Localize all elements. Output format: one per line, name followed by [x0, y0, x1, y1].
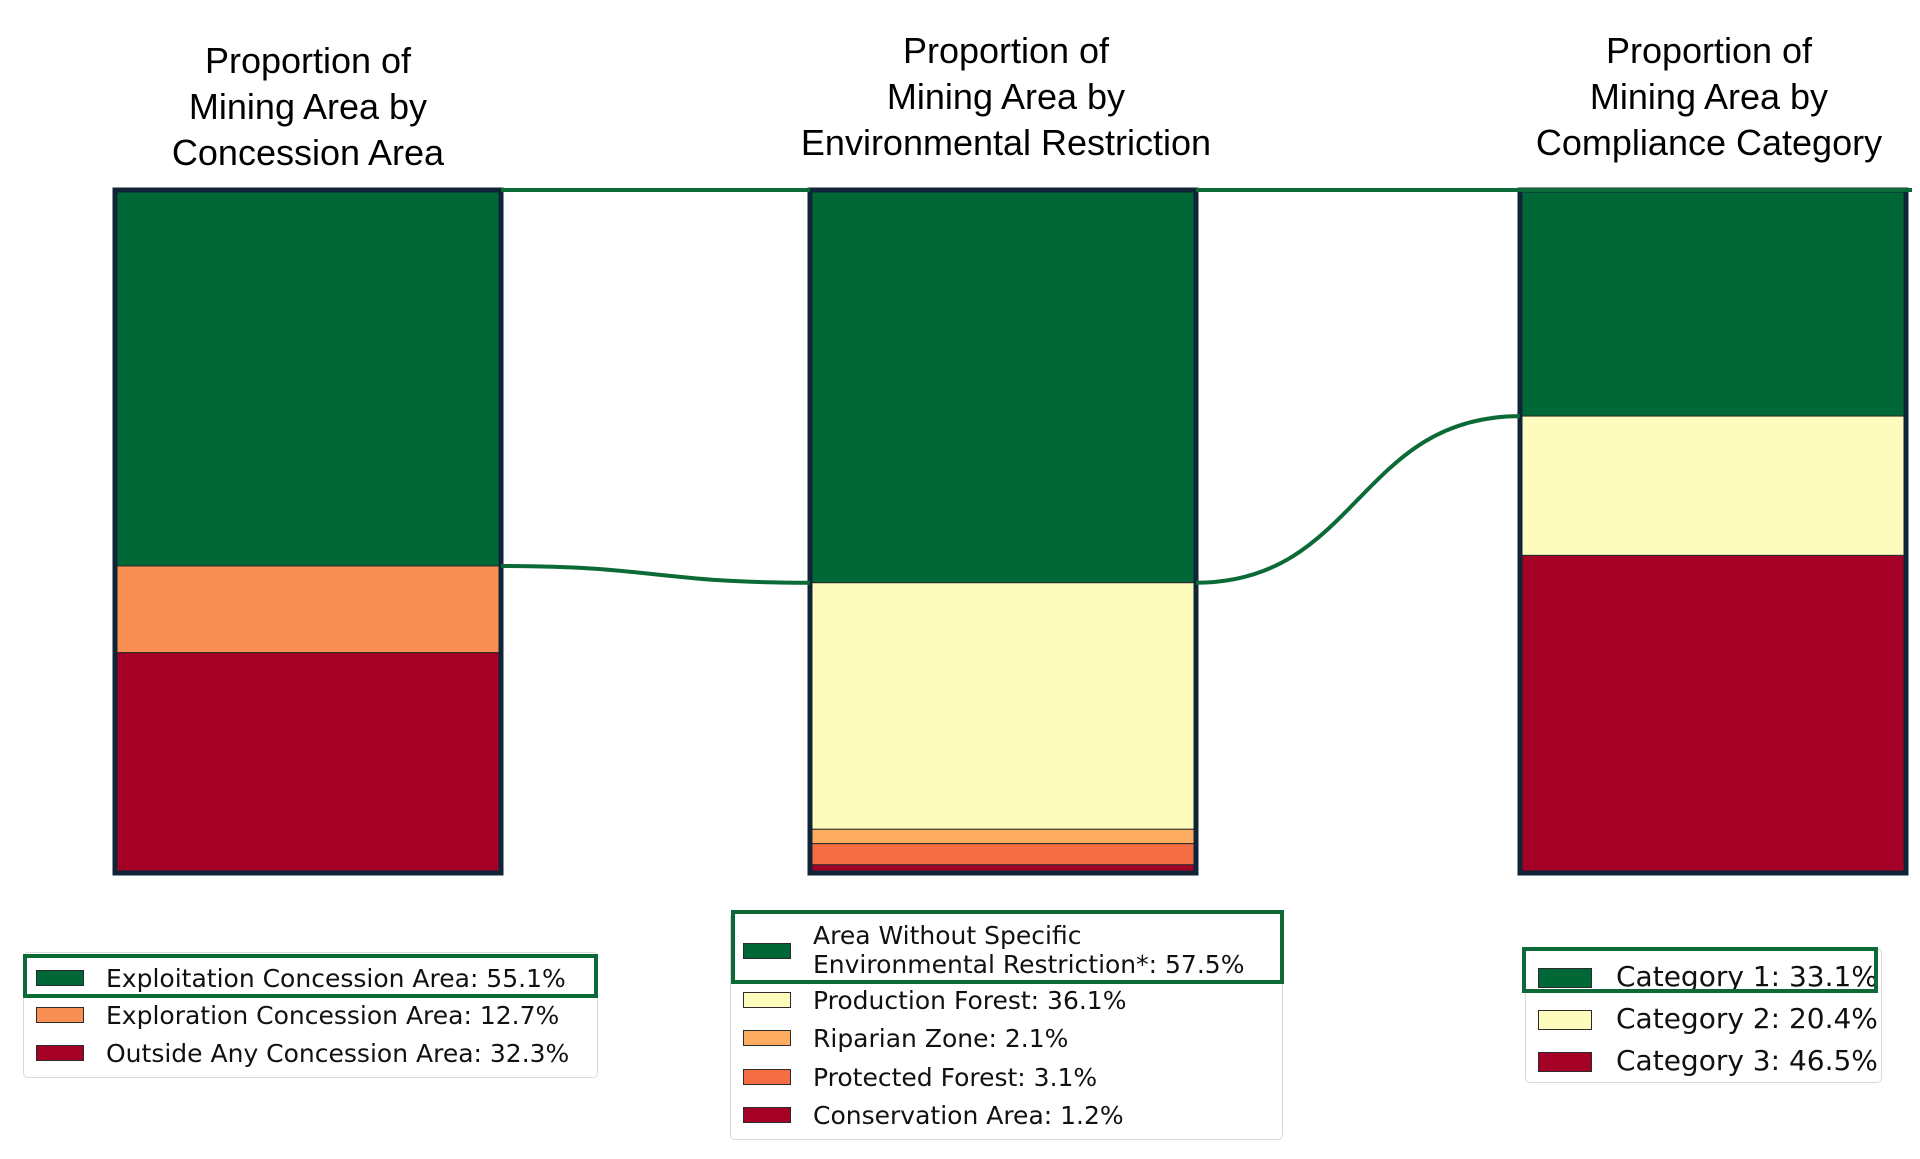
title-line: Proportion of	[204, 40, 412, 81]
legend-concession: Exploitation Concession Area: 55.1% Expl…	[23, 952, 598, 1078]
title-environmental: Proportion of Mining Area by Environment…	[746, 28, 1266, 166]
legend-swatch	[743, 992, 791, 1008]
bar-segment-area-without-specific-environmental-restriction	[809, 189, 1197, 584]
legend-item: Outside Any Concession Area: 32.3%	[24, 1036, 597, 1070]
legend-label: Production Forest: 36.1%	[813, 986, 1127, 1015]
flow-connector-1	[500, 563, 811, 585]
legend-label: Exploitation Concession Area: 55.1%	[106, 964, 566, 993]
legend-label-line: Area Without Specific	[813, 921, 1082, 950]
bar-segment-category-2	[1519, 415, 1907, 556]
legend-swatch	[1538, 1052, 1592, 1072]
bar-segment-production-forest	[809, 582, 1197, 830]
bar-segment-exploration-concession-area	[114, 565, 502, 654]
legend-label: Area Without Specific Environmental Rest…	[813, 921, 1244, 979]
legend-swatch	[36, 1045, 84, 1061]
title-line: Proportion of	[1605, 30, 1813, 71]
legend-label: Exploration Concession Area: 12.7%	[106, 1001, 560, 1030]
title-compliance: Proportion of Mining Area by Compliance …	[1449, 28, 1920, 166]
bar-segment-exploitation-concession-area	[114, 189, 502, 567]
legend-swatch	[743, 1107, 791, 1123]
title-concession: Proportion of Mining Area by Concession …	[48, 38, 568, 176]
legend-label: Category 1: 33.1%	[1616, 960, 1878, 993]
legend-item: Area Without Specific Environmental Rest…	[731, 919, 1282, 983]
legend-item: Production Forest: 36.1%	[731, 983, 1282, 1017]
legend-item: Category 1: 33.1%	[1526, 957, 1881, 995]
bar-segment-category-3	[1519, 554, 1907, 874]
legend-environmental: Area Without Specific Environmental Rest…	[730, 912, 1283, 1140]
legend-compliance: Category 1: 33.1% Category 2: 20.4% Cate…	[1525, 948, 1882, 1083]
legend-swatch	[1538, 1010, 1592, 1030]
legend-item: Exploitation Concession Area: 55.1%	[24, 961, 597, 995]
title-line: Mining Area by	[188, 86, 428, 127]
bar-outline	[112, 187, 504, 876]
title-line: Mining Area by	[1589, 76, 1829, 117]
legend-label: Protected Forest: 3.1%	[813, 1063, 1098, 1092]
legend-swatch	[743, 1030, 791, 1046]
legend-label: Outside Any Concession Area: 32.3%	[106, 1039, 570, 1068]
title-line: Compliance Category	[1535, 122, 1883, 163]
legend-label: Category 3: 46.5%	[1616, 1044, 1878, 1077]
legend-swatch	[1538, 968, 1592, 988]
legend-item: Exploration Concession Area: 12.7%	[24, 998, 597, 1032]
legend-item: Riparian Zone: 2.1%	[731, 1021, 1282, 1055]
legend-label-line: Environmental Restriction*: 57.5%	[813, 950, 1245, 979]
legend-item: Category 3: 46.5%	[1526, 1041, 1881, 1079]
bar-segment-protected-forest	[809, 843, 1197, 866]
title-line: Concession Area	[171, 132, 445, 173]
legend-label: Conservation Area: 1.2%	[813, 1101, 1124, 1130]
title-line: Mining Area by	[886, 76, 1126, 117]
legend-swatch	[36, 1007, 84, 1023]
bar-outline	[807, 187, 1199, 876]
legend-item: Conservation Area: 1.2%	[731, 1098, 1282, 1132]
legend-label: Riparian Zone: 2.1%	[813, 1024, 1069, 1053]
bar-segment-category-1	[1519, 189, 1907, 417]
bar-segment-riparian-zone	[809, 828, 1197, 845]
legend-swatch	[36, 970, 84, 986]
legend-item: Protected Forest: 3.1%	[731, 1060, 1282, 1094]
title-line: Environmental Restriction	[800, 122, 1212, 163]
legend-item: Category 2: 20.4%	[1526, 999, 1881, 1037]
bar-segment-outside-any-concession-area	[114, 652, 502, 874]
legend-swatch	[743, 943, 791, 959]
legend-swatch	[743, 1069, 791, 1085]
title-line: Proportion of	[902, 30, 1110, 71]
flow-connector-2	[1195, 414, 1521, 585]
legend-label: Category 2: 20.4%	[1616, 1002, 1878, 1035]
